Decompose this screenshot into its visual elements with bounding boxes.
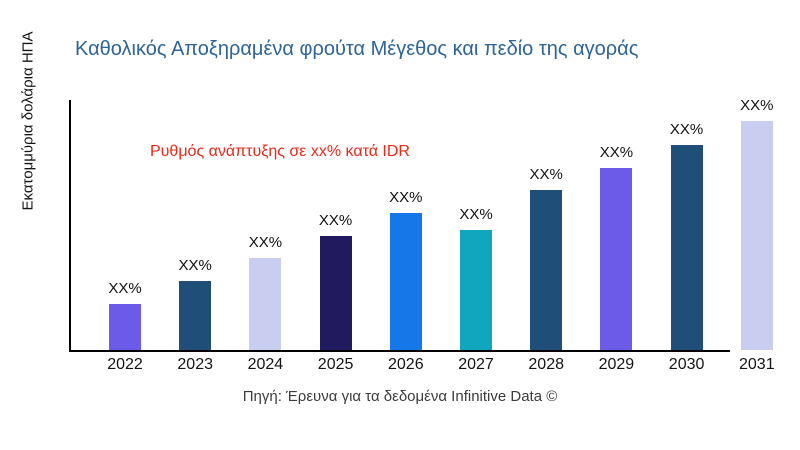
bar-value-label-2025: XX% [318, 212, 353, 229]
x-tick-label-2029: 2029 [598, 356, 635, 373]
bar-2024 [249, 258, 282, 350]
bar-value-label-2029: XX% [599, 144, 634, 161]
x-tick-label-2027: 2027 [458, 356, 494, 373]
bar-value-label-2022: XX% [108, 280, 142, 297]
x-axis-line [69, 350, 730, 352]
bar-2029 [600, 168, 633, 350]
bar-value-label-2023: XX% [178, 257, 212, 274]
x-tick-label-2022: 2022 [107, 356, 143, 373]
bar-value-label-2030: XX% [669, 121, 704, 138]
bar-2025 [319, 236, 352, 350]
x-tick-label-2025: 2025 [317, 356, 354, 373]
bar-2027 [460, 230, 492, 350]
x-tick-label-2024: 2024 [247, 356, 284, 373]
bar-2030 [670, 145, 703, 350]
bar-2028 [530, 190, 563, 350]
x-tick-label-2028: 2028 [528, 356, 564, 373]
bar-2022 [109, 304, 141, 350]
bar-value-label-2026: XX% [389, 189, 423, 206]
bar-value-label-2027: XX% [459, 206, 493, 223]
bar-value-label-2031: XX% [740, 97, 774, 114]
bar-value-label-2028: XX% [529, 166, 563, 183]
x-tick-label-2026: 2026 [388, 356, 424, 373]
growth-rate-annotation: Ρυθμός ανάπτυξης σε xx% κατά IDR [150, 143, 410, 160]
bar-2023 [179, 281, 212, 350]
y-axis-line [69, 100, 71, 351]
y-axis-label: Εκατομμύρια δολάρια ΗΠΑ [19, 31, 37, 211]
bar-value-label-2024: XX% [248, 234, 283, 251]
x-tick-label-2023: 2023 [177, 356, 213, 373]
chart-title: Καθολικός Αποξηραμένα φρούτα Μέγεθος και… [75, 38, 639, 60]
bar-2031 [740, 121, 773, 350]
bar-2026 [389, 213, 422, 350]
source-attribution: Πηγή: Έρευνα για τα δεδομένα Infinitive … [242, 388, 558, 405]
x-tick-label-2031: 2031 [739, 356, 775, 373]
x-tick-label-2030: 2030 [668, 356, 705, 373]
